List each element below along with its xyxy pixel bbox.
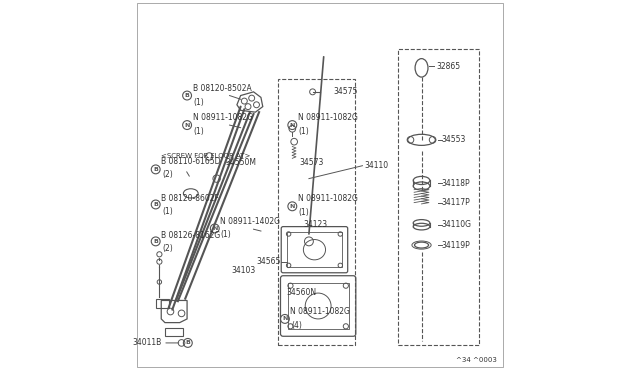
Bar: [287, 283, 349, 329]
Text: 34565: 34565: [257, 257, 281, 266]
Text: 34119P: 34119P: [442, 241, 470, 250]
Text: N 08911-1082G: N 08911-1082G: [298, 113, 358, 122]
Text: B 08120-8502A: B 08120-8502A: [193, 84, 252, 93]
Bar: [287, 232, 342, 267]
Text: (1): (1): [299, 127, 309, 136]
Text: 34110: 34110: [364, 161, 388, 170]
Bar: [278, 79, 355, 345]
Text: 34553: 34553: [442, 135, 466, 144]
Bar: [156, 299, 168, 308]
Text: (4): (4): [291, 321, 302, 330]
Text: (2): (2): [162, 244, 173, 253]
Text: N: N: [290, 123, 295, 128]
Text: B 08120-8602F: B 08120-8602F: [161, 193, 219, 203]
Text: B 08126-8162G: B 08126-8162G: [161, 231, 221, 240]
Text: N 08911-1402G: N 08911-1402G: [220, 217, 280, 225]
Text: 34573: 34573: [300, 157, 324, 167]
Text: N 08911-1082G: N 08911-1082G: [291, 307, 350, 316]
Text: <SCREW FOR FLOOR AT>: <SCREW FOR FLOOR AT>: [161, 154, 251, 160]
Text: ^34 ^0003: ^34 ^0003: [456, 357, 497, 363]
Text: B 08110-6165D: B 08110-6165D: [161, 157, 221, 166]
Bar: [397, 49, 479, 345]
Text: 34117P: 34117P: [442, 198, 470, 207]
Text: 34560N: 34560N: [287, 288, 317, 297]
Text: 34103: 34103: [232, 266, 255, 275]
Text: 34118P: 34118P: [442, 179, 470, 187]
Text: N: N: [282, 317, 287, 321]
Text: 34550M: 34550M: [226, 157, 257, 167]
Text: (1): (1): [162, 208, 173, 217]
Text: 34011B: 34011B: [132, 339, 161, 347]
Text: N 08911-1082G: N 08911-1082G: [193, 113, 253, 122]
Text: B: B: [153, 167, 158, 172]
Text: N: N: [184, 123, 190, 128]
Text: 34110G: 34110G: [442, 220, 472, 229]
Text: B: B: [186, 340, 190, 346]
Text: B: B: [185, 93, 189, 98]
Text: B: B: [153, 239, 158, 244]
Text: N 08911-1082G: N 08911-1082G: [298, 194, 358, 203]
Text: 34123: 34123: [303, 220, 328, 229]
Text: (1): (1): [194, 98, 204, 107]
Text: (1): (1): [299, 208, 309, 217]
Text: (2): (2): [162, 170, 173, 180]
Text: 32865: 32865: [436, 61, 460, 71]
Text: B: B: [153, 202, 158, 207]
Text: 34575: 34575: [333, 87, 357, 96]
Text: (1): (1): [220, 230, 231, 239]
Text: (1): (1): [194, 127, 204, 136]
Text: N: N: [212, 226, 218, 231]
Text: N: N: [290, 204, 295, 209]
